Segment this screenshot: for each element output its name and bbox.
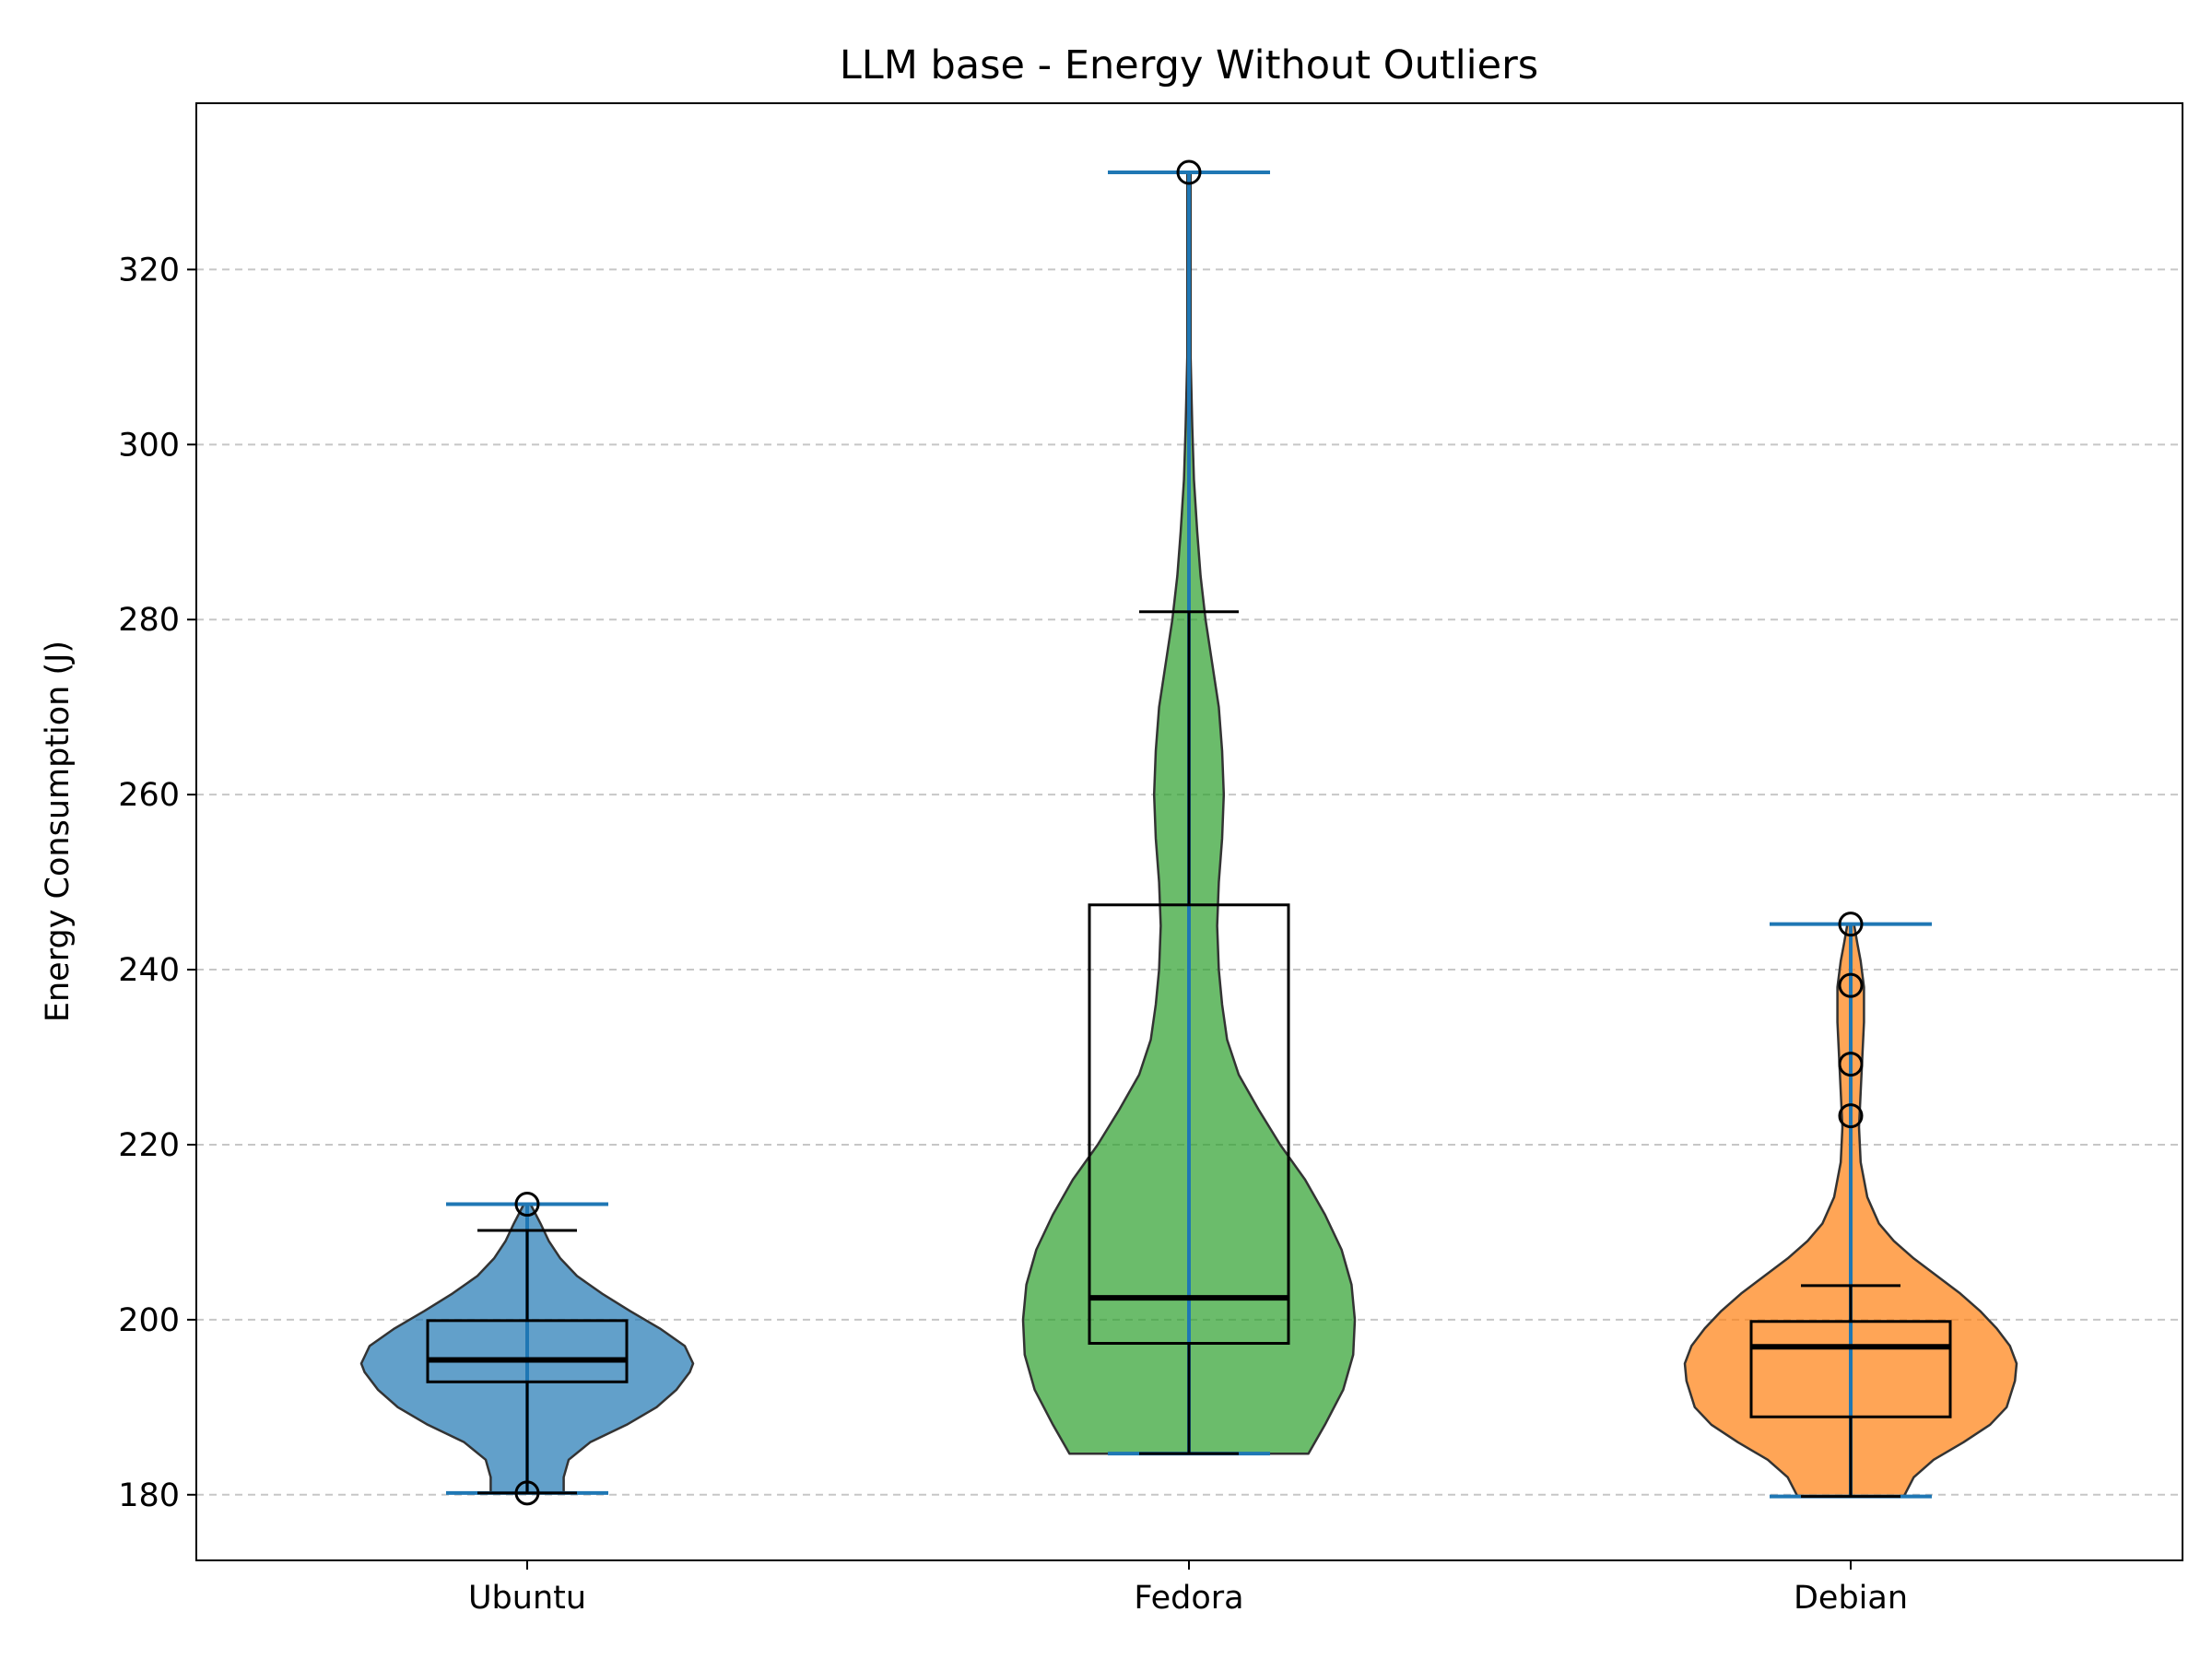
outlier-point (1838, 1103, 1864, 1129)
iqr-box (1749, 1320, 1952, 1418)
outlier-point (1838, 972, 1864, 998)
y-tick-label: 180 (118, 1477, 180, 1514)
outlier-point (1838, 912, 1864, 937)
chart-title: LLM base - Energy Without Outliers (840, 42, 1538, 88)
y-tick-label: 240 (118, 952, 180, 989)
y-tick-label: 280 (118, 602, 180, 639)
x-tick-label: Debian (1794, 1580, 1908, 1617)
outlier-point (1176, 159, 1202, 185)
y-tick-label: 320 (118, 252, 180, 288)
y-tick-label: 220 (118, 1127, 180, 1164)
x-tick-label: Ubuntu (468, 1580, 586, 1617)
boxplots (426, 610, 1952, 1499)
iqr-box (1088, 903, 1290, 1346)
iqr-box (426, 1319, 629, 1383)
outlier-point (514, 1480, 540, 1506)
x-tick-label: Fedora (1134, 1580, 1243, 1617)
y-tick-label: 200 (118, 1302, 180, 1339)
outlier-points (514, 159, 1864, 1506)
y-tick-label: 260 (118, 777, 180, 814)
y-tick-label: 300 (118, 427, 180, 464)
axes: 180 200 220 240 260 280 300 320 Ubuntu Fedora Debi… (118, 252, 1908, 1617)
outlier-point (514, 1192, 540, 1218)
outlier-point (1838, 1052, 1864, 1077)
y-axis-label: Energy Consumption (J) (40, 641, 76, 1022)
